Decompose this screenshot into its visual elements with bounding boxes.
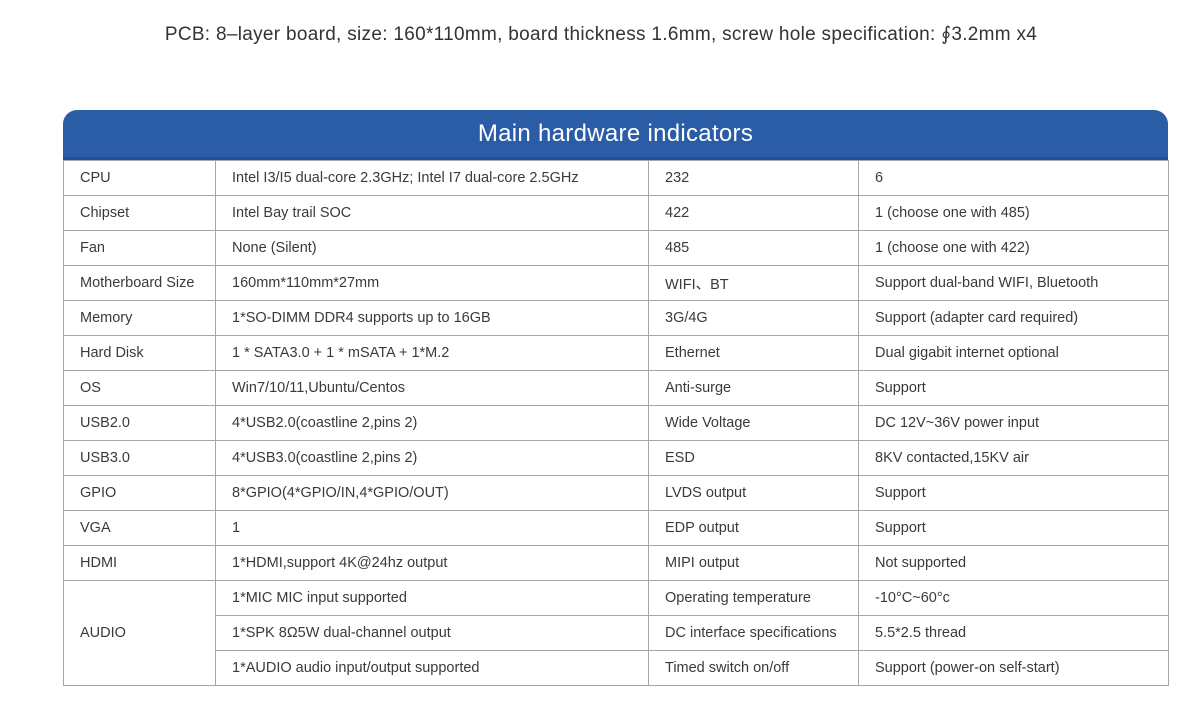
spec-label-cell: Memory	[63, 300, 216, 336]
page-title: PCB: 8–layer board, size: 160*110mm, boa…	[164, 24, 1038, 45]
spec-value-cell: 1*SPK 8Ω5W dual-channel output	[215, 615, 649, 651]
spec-label-cell: LVDS output	[648, 475, 859, 511]
table-row: HDMI 1*HDMI,support 4K@24hz output MIPI …	[63, 545, 1169, 581]
table-row: Memory 1*SO-DIMM DDR4 supports up to 16G…	[63, 300, 1169, 336]
table-row: USB3.0 4*USB3.0(coastline 2,pins 2) ESD …	[63, 440, 1169, 476]
table-row: 1*AUDIO audio input/output supported Tim…	[64, 650, 1169, 686]
spec-label-cell: 485	[648, 230, 859, 266]
spec-value-cell: None (Silent)	[215, 230, 649, 266]
spec-label-cell: WIFI、BT	[648, 265, 859, 301]
spec-value-cell: 1 (choose one with 485)	[858, 195, 1169, 231]
spec-value-cell: 5.5*2.5 thread	[858, 615, 1169, 651]
spec-label-cell: Operating temperature	[648, 580, 859, 616]
table-header-band: Main hardware indicators	[63, 110, 1168, 160]
table-row: CPU Intel I3/I5 dual-core 2.3GHz; Intel …	[63, 160, 1169, 196]
table-row: 1*SPK 8Ω5W dual-channel output DC interf…	[64, 615, 1169, 651]
spec-label-cell: 3G/4G	[648, 300, 859, 336]
spec-value-cell: 1 * SATA3.0 + 1 * mSATA + 1*M.2	[215, 335, 649, 371]
spec-value-cell: 4*USB3.0(coastline 2,pins 2)	[215, 440, 649, 476]
spec-label-cell: Ethernet	[648, 335, 859, 371]
table-row: Motherboard Size 160mm*110mm*27mm WIFI、B…	[63, 265, 1169, 301]
spec-label-cell: DC interface specifications	[648, 615, 859, 651]
table-row: VGA 1 EDP output Support	[63, 510, 1169, 546]
spec-label-cell: 232	[648, 160, 859, 196]
spec-value-cell: Intel I3/I5 dual-core 2.3GHz; Intel I7 d…	[215, 160, 649, 196]
table-row: AUDIO 1*MIC MIC input supported Operatin…	[63, 580, 1169, 686]
spec-value-cell: Support (adapter card required)	[858, 300, 1169, 336]
spec-value-cell: -10°C~60°c	[858, 580, 1169, 616]
spec-label-cell: 422	[648, 195, 859, 231]
table-title: Main hardware indicators	[477, 119, 754, 147]
table-row: GPIO 8*GPIO(4*GPIO/IN,4*GPIO/OUT) LVDS o…	[63, 475, 1169, 511]
spec-value-cell: Dual gigabit internet optional	[858, 335, 1169, 371]
table-row: OS Win7/10/11,Ubuntu/Centos Anti-surge S…	[63, 370, 1169, 406]
spec-label-cell: GPIO	[63, 475, 216, 511]
spec-label-cell: Motherboard Size	[63, 265, 216, 301]
spec-value-cell: Support (power-on self-start)	[858, 650, 1169, 686]
spec-label-cell: Hard Disk	[63, 335, 216, 371]
spec-value-cell: 1*AUDIO audio input/output supported	[215, 650, 649, 686]
spec-value-cell: Support	[858, 370, 1169, 406]
spec-value-cell: 1*MIC MIC input supported	[215, 580, 649, 616]
spec-label-cell: Wide Voltage	[648, 405, 859, 441]
spec-label-cell: USB2.0	[63, 405, 216, 441]
spec-value-cell: 8KV contacted,15KV air	[858, 440, 1169, 476]
spec-value-cell: Support	[858, 510, 1169, 546]
spec-value-cell: Not supported	[858, 545, 1169, 581]
spec-label-cell: HDMI	[63, 545, 216, 581]
spec-value-cell: 160mm*110mm*27mm	[215, 265, 649, 301]
table-row: Fan None (Silent) 485 1 (choose one with…	[63, 230, 1169, 266]
spec-label-cell: ESD	[648, 440, 859, 476]
table-row: Chipset Intel Bay trail SOC 422 1 (choos…	[63, 195, 1169, 231]
table-row: Hard Disk 1 * SATA3.0 + 1 * mSATA + 1*M.…	[63, 335, 1169, 371]
spec-value-cell: Win7/10/11,Ubuntu/Centos	[215, 370, 649, 406]
spec-value-cell: 6	[858, 160, 1169, 196]
spec-label-cell: Chipset	[63, 195, 216, 231]
spec-label-cell: CPU	[63, 160, 216, 196]
spec-label-cell: Timed switch on/off	[648, 650, 859, 686]
spec-table: CPU Intel I3/I5 dual-core 2.3GHz; Intel …	[63, 160, 1169, 686]
spec-label-cell: Anti-surge	[648, 370, 859, 406]
spec-label-cell: Fan	[63, 230, 216, 266]
spec-value-cell: 1*SO-DIMM DDR4 supports up to 16GB	[215, 300, 649, 336]
spec-value-cell: Intel Bay trail SOC	[215, 195, 649, 231]
spec-value-cell: 1 (choose one with 422)	[858, 230, 1169, 266]
spec-value-cell: DC 12V~36V power input	[858, 405, 1169, 441]
spec-value-cell: 4*USB2.0(coastline 2,pins 2)	[215, 405, 649, 441]
table-row: USB2.0 4*USB2.0(coastline 2,pins 2) Wide…	[63, 405, 1169, 441]
spec-label-cell: MIPI output	[648, 545, 859, 581]
spec-label-cell: EDP output	[648, 510, 859, 546]
spec-table-container: Main hardware indicators CPU Intel I3/I5…	[63, 110, 1169, 686]
spec-value-cell: 1*HDMI,support 4K@24hz output	[215, 545, 649, 581]
spec-label-cell-audio: AUDIO	[63, 580, 216, 686]
spec-label-cell: VGA	[63, 510, 216, 546]
spec-value-cell: Support dual-band WIFI, Bluetooth	[858, 265, 1169, 301]
spec-label-cell: OS	[63, 370, 216, 406]
spec-label-cell: USB3.0	[63, 440, 216, 476]
spec-value-cell: Support	[858, 475, 1169, 511]
spec-value-cell: 8*GPIO(4*GPIO/IN,4*GPIO/OUT)	[215, 475, 649, 511]
spec-value-cell: 1	[215, 510, 649, 546]
